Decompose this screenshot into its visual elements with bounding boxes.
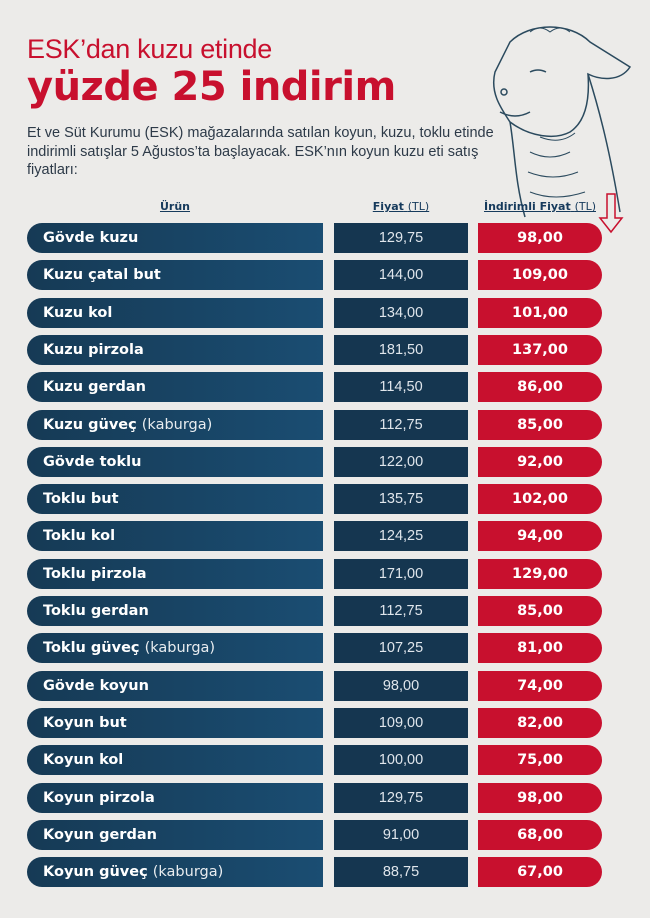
- price-cell: 100,00: [334, 745, 468, 776]
- discount-price-cell: 85,00: [478, 409, 602, 440]
- table-row: Kuzu güveç (kaburga) 112,75 85,00: [27, 409, 602, 440]
- discount-price-cell: 68,00: [478, 819, 602, 850]
- table-row: Gövde kuzu 129,75 98,00: [27, 223, 602, 253]
- product-name: Toklu gerdan: [27, 596, 323, 626]
- product-name: Toklu but: [27, 484, 323, 515]
- product-name: Kuzu pirzola: [27, 334, 323, 365]
- table-row: Koyun güveç (kaburga) 88,75 67,00: [27, 857, 602, 888]
- discount-price-cell: 98,00: [478, 782, 602, 813]
- price-cell: 181,50: [334, 334, 468, 365]
- price-cell: 91,00: [334, 819, 468, 850]
- table-row: Toklu güveç (kaburga) 107,25 81,00: [27, 633, 602, 664]
- discount-price-cell: 85,00: [478, 596, 602, 626]
- discount-price-cell: 81,00: [478, 633, 602, 664]
- product-name: Toklu kol: [27, 521, 323, 552]
- column-header-discount-price: İndirimli Fiyat (TL): [483, 200, 596, 213]
- table-row: Koyun pirzola 129,75 98,00: [27, 782, 602, 813]
- product-name: Gövde koyun: [27, 670, 323, 701]
- discount-price-cell: 86,00: [478, 372, 602, 403]
- product-note: (kaburga): [144, 640, 216, 657]
- price-cell: 112,75: [334, 409, 468, 440]
- discount-price-cell: 101,00: [478, 297, 602, 328]
- price-cell: 129,75: [334, 223, 468, 253]
- product-name: Koyun but: [27, 707, 323, 738]
- product-name: Koyun pirzola: [27, 782, 323, 813]
- column-header-product: Ürün: [159, 200, 191, 213]
- table-row: Toklu but 135,75 102,00: [27, 484, 602, 515]
- product-name: Kuzu gerdan: [27, 372, 323, 403]
- title-line-2: yüzde 25 indirim: [27, 64, 396, 110]
- table-row: Gövde koyun 98,00 74,00: [27, 670, 602, 701]
- table-row: Kuzu gerdan 114,50 86,00: [27, 372, 602, 403]
- discount-price-cell: 102,00: [478, 484, 602, 515]
- product-name: Toklu pirzola: [27, 558, 323, 589]
- table-row: Koyun kol 100,00 75,00: [27, 745, 602, 776]
- discount-price-cell: 67,00: [478, 857, 602, 888]
- price-cell: 107,25: [334, 633, 468, 664]
- table-row: Gövde toklu 122,00 92,00: [27, 446, 602, 477]
- discount-price-cell: 74,00: [478, 670, 602, 701]
- table-row: Kuzu pirzola 181,50 137,00: [27, 334, 602, 365]
- discount-price-cell: 94,00: [478, 521, 602, 552]
- discount-price-cell: 129,00: [478, 558, 602, 589]
- table-row: Toklu kol 124,25 94,00: [27, 521, 602, 552]
- discount-price-cell: 75,00: [478, 745, 602, 776]
- price-cell: 114,50: [334, 372, 468, 403]
- price-cell: 122,00: [334, 446, 468, 477]
- price-cell: 144,00: [334, 260, 468, 291]
- arrow-down-icon: [598, 193, 624, 234]
- table-row: Koyun but 109,00 82,00: [27, 707, 602, 738]
- discount-price-cell: 98,00: [478, 223, 602, 253]
- lamb-illustration-icon: [493, 26, 632, 218]
- product-name: Gövde kuzu: [27, 223, 323, 253]
- product-name: Koyun güveç (kaburga): [27, 857, 323, 888]
- product-note: (kaburga): [152, 864, 224, 881]
- description: Et ve Süt Kurumu (ESK) mağazalarında sat…: [27, 125, 494, 178]
- price-cell: 98,00: [334, 670, 468, 701]
- price-cell: 134,00: [334, 297, 468, 328]
- table-row: Kuzu çatal but 144,00 109,00: [27, 260, 602, 291]
- price-cell: 135,75: [334, 484, 468, 515]
- product-name: Gövde toklu: [27, 446, 323, 477]
- price-cell: 109,00: [334, 707, 468, 738]
- table-row: Koyun gerdan 91,00 68,00: [27, 819, 602, 850]
- price-cell: 124,25: [334, 521, 468, 552]
- product-name: Toklu güveç (kaburga): [27, 633, 323, 664]
- column-header-price: Fiyat (TL): [372, 200, 430, 213]
- table-row: Toklu pirzola 171,00 129,00: [27, 558, 602, 589]
- discount-price-cell: 137,00: [478, 334, 602, 365]
- discount-price-cell: 109,00: [478, 260, 602, 291]
- title-line-1: ESK’dan kuzu etinde: [27, 34, 272, 64]
- discount-price-cell: 82,00: [478, 707, 602, 738]
- product-name: Koyun kol: [27, 745, 323, 776]
- discount-price-cell: 92,00: [478, 446, 602, 477]
- price-cell: 129,75: [334, 782, 468, 813]
- price-cell: 171,00: [334, 558, 468, 589]
- product-note: (kaburga): [141, 416, 213, 433]
- product-name: Koyun gerdan: [27, 819, 323, 850]
- product-name: Kuzu çatal but: [27, 260, 323, 291]
- product-name: Kuzu kol: [27, 297, 323, 328]
- product-name: Kuzu güveç (kaburga): [27, 409, 323, 440]
- price-cell: 88,75: [334, 857, 468, 888]
- table-row: Kuzu kol 134,00 101,00: [27, 297, 602, 328]
- price-cell: 112,75: [334, 596, 468, 626]
- table-row: Toklu gerdan 112,75 85,00: [27, 596, 602, 626]
